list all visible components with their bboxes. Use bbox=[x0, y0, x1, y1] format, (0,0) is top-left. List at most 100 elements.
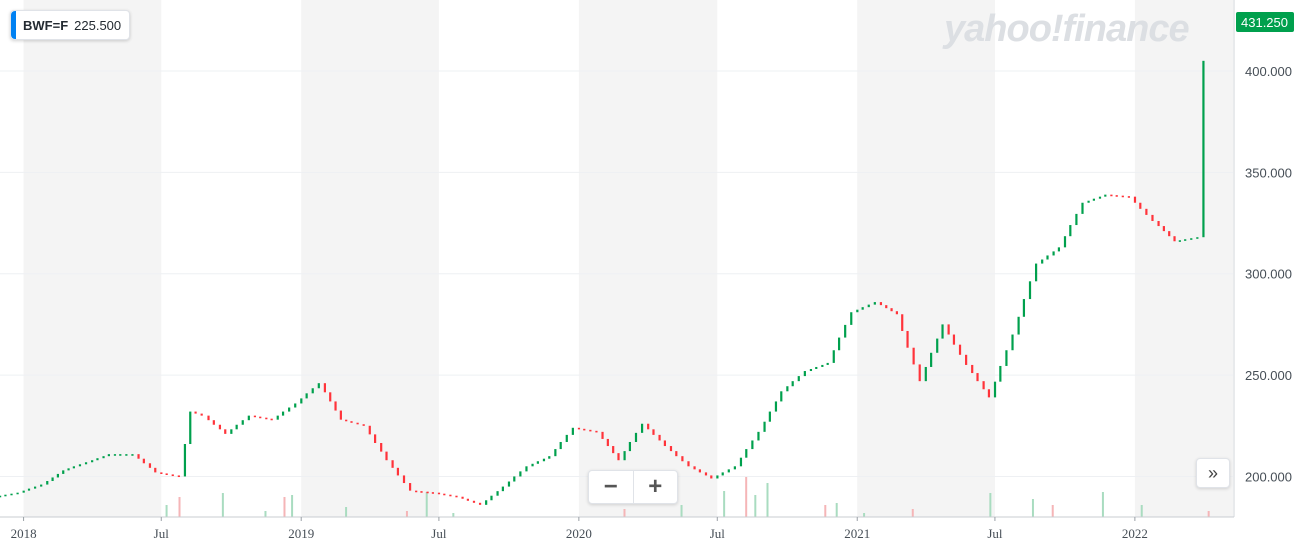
candle bbox=[1075, 213, 1078, 226]
volume-bar bbox=[452, 513, 455, 517]
candle bbox=[628, 441, 632, 452]
volume-bar bbox=[1051, 505, 1054, 517]
y-tick-label: 400.000 bbox=[1245, 64, 1292, 79]
scroll-to-latest-icon[interactable]: » bbox=[1196, 458, 1230, 488]
candle bbox=[1057, 247, 1061, 252]
candle bbox=[1022, 299, 1026, 317]
candle bbox=[339, 410, 342, 420]
x-tick-label: 2020 bbox=[566, 526, 592, 541]
candle bbox=[1184, 239, 1187, 241]
candle bbox=[623, 451, 626, 461]
volume-bar bbox=[863, 513, 866, 517]
candle bbox=[345, 419, 348, 422]
candle bbox=[681, 456, 684, 462]
candle bbox=[595, 430, 598, 433]
candle bbox=[757, 431, 760, 441]
candle bbox=[67, 468, 70, 471]
candle bbox=[1202, 60, 1205, 238]
candle bbox=[879, 302, 883, 306]
candle bbox=[235, 424, 238, 430]
candle bbox=[698, 469, 701, 473]
candle bbox=[396, 467, 400, 476]
candle bbox=[490, 495, 493, 501]
candle bbox=[531, 463, 534, 467]
band bbox=[23, 0, 162, 517]
ticker-value: 225.500 bbox=[74, 17, 122, 33]
yahoo-finance-logo: yahoo!finance bbox=[944, 8, 1190, 50]
candle bbox=[4, 494, 7, 497]
candle bbox=[1127, 196, 1130, 198]
candle bbox=[941, 324, 944, 339]
volume-bar bbox=[283, 497, 286, 517]
zoom-in-button[interactable]: + bbox=[632, 471, 678, 503]
candle bbox=[786, 386, 789, 392]
volume-bar bbox=[264, 511, 267, 517]
volume-bar bbox=[835, 503, 838, 517]
candle bbox=[987, 389, 991, 398]
candle bbox=[317, 383, 320, 389]
y-tick-label: 200.000 bbox=[1245, 469, 1292, 484]
candle bbox=[901, 314, 904, 331]
candle bbox=[918, 364, 921, 382]
candle bbox=[33, 486, 37, 489]
candle bbox=[356, 422, 359, 425]
candle bbox=[125, 454, 128, 456]
volume-bar bbox=[766, 483, 769, 517]
candle bbox=[583, 428, 586, 431]
candle bbox=[1110, 194, 1113, 197]
candle bbox=[763, 421, 766, 432]
band bbox=[578, 0, 718, 517]
candle bbox=[276, 415, 279, 420]
candle bbox=[745, 449, 748, 458]
candle bbox=[368, 425, 371, 435]
candle bbox=[601, 431, 604, 439]
candle bbox=[200, 413, 203, 416]
candle bbox=[507, 481, 511, 487]
ticker-symbol: BWF=F bbox=[23, 17, 69, 33]
candle bbox=[952, 334, 956, 345]
candle bbox=[548, 456, 551, 459]
candle bbox=[230, 429, 233, 434]
candle bbox=[380, 442, 383, 452]
volume-bar bbox=[165, 505, 168, 517]
volume-bar bbox=[405, 511, 408, 517]
x-tick-label: 2022 bbox=[1122, 526, 1148, 541]
zoom-out-button[interactable]: − bbox=[603, 473, 618, 500]
candle bbox=[501, 486, 504, 492]
gridlines bbox=[0, 70, 1233, 477]
candle bbox=[265, 417, 268, 420]
candle bbox=[727, 469, 730, 473]
candle bbox=[791, 381, 794, 387]
candle bbox=[305, 393, 308, 399]
candle bbox=[1173, 236, 1176, 242]
candle bbox=[589, 429, 592, 432]
candle bbox=[131, 454, 134, 456]
candle bbox=[612, 446, 615, 454]
candle bbox=[976, 373, 979, 382]
candle bbox=[885, 305, 888, 309]
candle bbox=[102, 456, 105, 459]
candle bbox=[1162, 226, 1165, 232]
candle bbox=[207, 415, 210, 421]
candle bbox=[815, 366, 818, 369]
candle bbox=[218, 424, 222, 430]
candle bbox=[999, 365, 1002, 382]
candle bbox=[519, 471, 522, 477]
candle bbox=[183, 444, 187, 477]
volume-bars bbox=[165, 477, 1210, 517]
candle bbox=[148, 463, 152, 468]
candle bbox=[733, 466, 736, 470]
candle bbox=[716, 475, 719, 479]
candle bbox=[768, 411, 771, 422]
candle bbox=[1041, 259, 1044, 264]
candle bbox=[669, 446, 673, 452]
candle bbox=[1157, 220, 1160, 227]
ticker-badge[interactable]: BWF=F 225.500 bbox=[10, 10, 131, 40]
candle bbox=[0, 495, 2, 498]
half-year-bands bbox=[23, 0, 1233, 517]
candle bbox=[437, 492, 441, 495]
candle bbox=[373, 434, 377, 443]
candle bbox=[890, 308, 893, 312]
candle bbox=[704, 472, 708, 476]
